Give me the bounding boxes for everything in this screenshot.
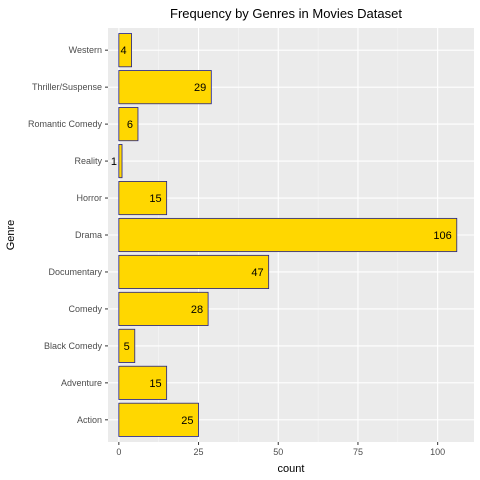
- y-tick-label: Adventure: [61, 378, 102, 388]
- x-axis: 0 25 50 75 100: [116, 442, 445, 457]
- bar: [118, 181, 168, 216]
- bar: [118, 291, 209, 326]
- y-tick-label: Horror: [76, 193, 102, 203]
- data-labels-group: 25 15 5 28 47 106 15 1 6 29 4: [111, 45, 452, 427]
- x-tick-label: 25: [194, 447, 204, 457]
- bar-value-label: 5: [124, 341, 130, 353]
- y-tick-label: Romantic Comedy: [28, 119, 103, 129]
- x-tick-label: 50: [273, 447, 283, 457]
- bar-value-label: 1: [111, 156, 117, 168]
- bars-group: [118, 33, 458, 437]
- y-tick-label: Black Comedy: [44, 341, 103, 351]
- x-tick-label: 75: [353, 447, 363, 457]
- bar-value-label: 106: [433, 230, 451, 242]
- bar: [118, 144, 123, 179]
- bar: [118, 70, 212, 105]
- bar-value-label: 47: [251, 267, 263, 279]
- bar-value-label: 15: [149, 378, 161, 390]
- y-tick-label: Documentary: [48, 267, 102, 277]
- bar-value-label: 4: [120, 45, 126, 57]
- x-axis-title: count: [278, 463, 305, 475]
- y-tick-label: Comedy: [68, 304, 102, 314]
- y-tick-label: Drama: [75, 230, 102, 240]
- bar: [118, 33, 132, 68]
- bar-value-label: 6: [127, 119, 133, 131]
- bar: [118, 254, 270, 289]
- bar-value-label: 29: [194, 82, 206, 94]
- y-tick-label: Thriller/Suspense: [32, 82, 102, 92]
- bar: [118, 107, 139, 142]
- chart-title: Frequency by Genres in Movies Dataset: [170, 6, 402, 21]
- x-tick-label: 0: [116, 447, 121, 457]
- y-axis: Action Adventure Black Comedy Comedy Documen…: [28, 45, 108, 425]
- x-tick-label: 100: [430, 447, 445, 457]
- bar-value-label: 25: [181, 415, 193, 427]
- bar-value-label: 15: [149, 193, 161, 205]
- y-tick-label: Reality: [74, 156, 102, 166]
- bar: [118, 402, 199, 437]
- bar: [118, 365, 168, 400]
- bar: [118, 328, 136, 363]
- bar: [118, 217, 458, 253]
- bar-value-label: 28: [191, 304, 203, 316]
- y-tick-label: Action: [77, 415, 102, 425]
- y-tick-label: Western: [69, 45, 102, 55]
- y-axis-title: Genre: [5, 220, 17, 251]
